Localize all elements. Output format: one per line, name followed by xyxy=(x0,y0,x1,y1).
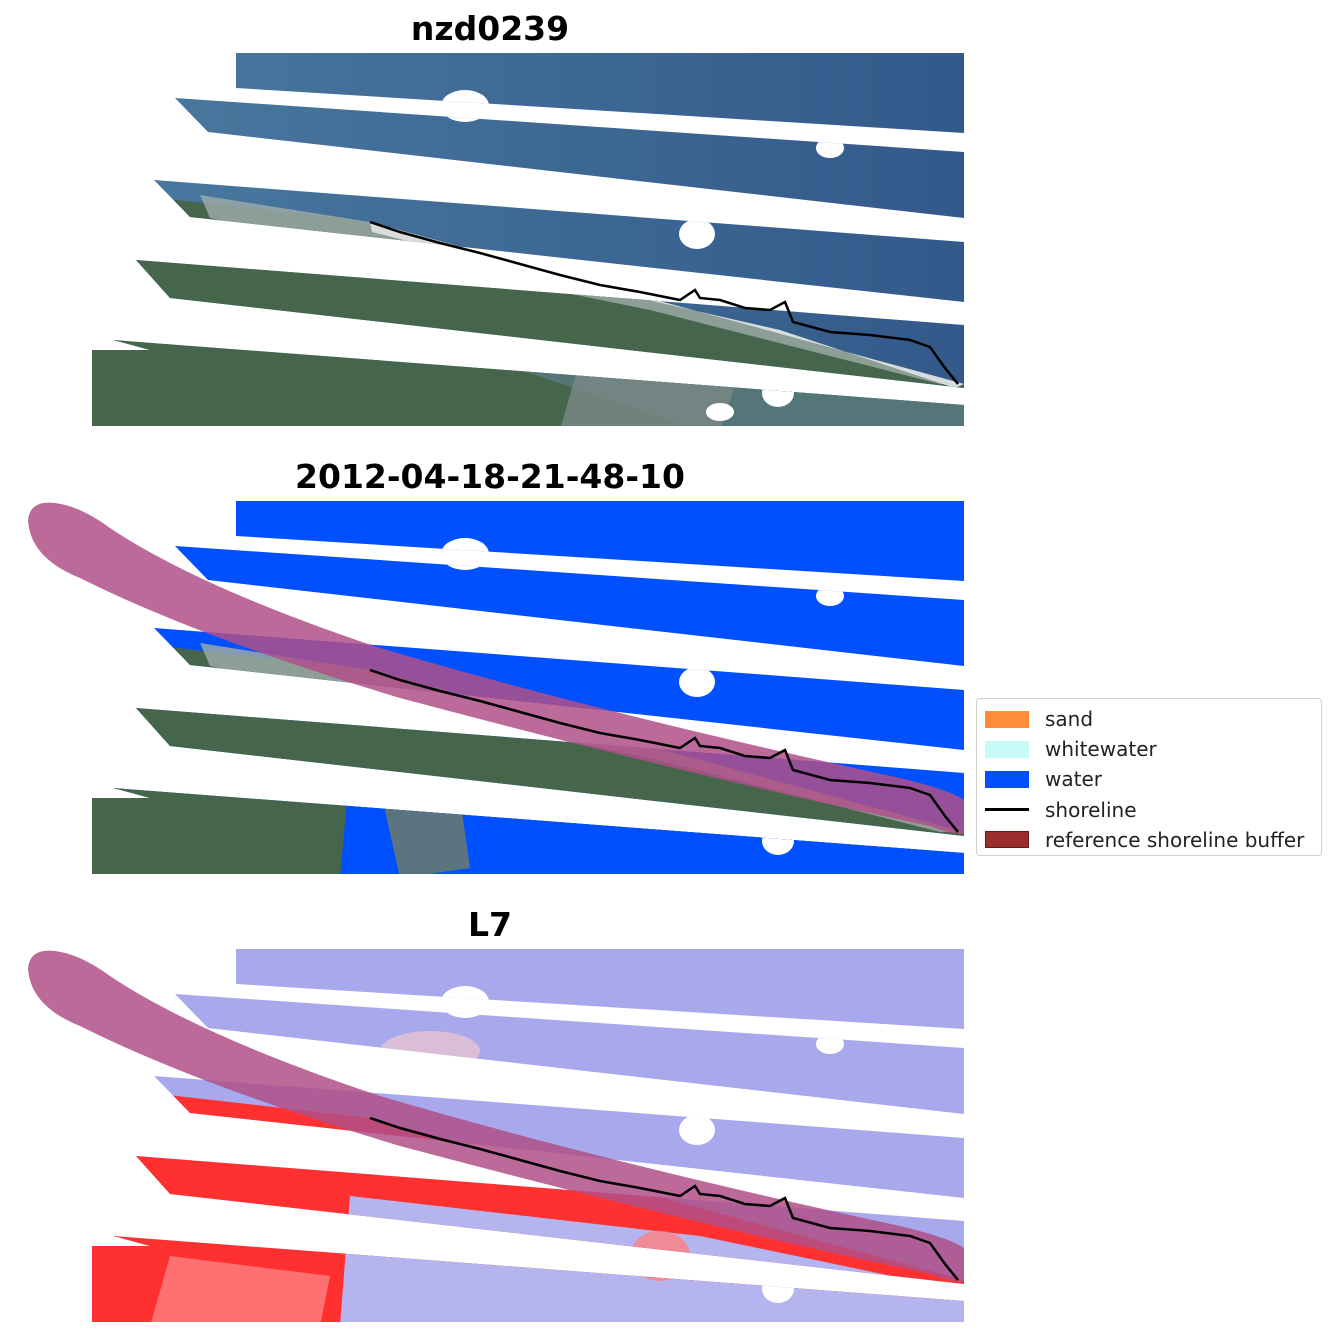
legend-label-water: water xyxy=(1045,767,1102,792)
shoreline-line xyxy=(369,220,959,385)
legend-label-sand: sand xyxy=(1045,707,1094,732)
legend-swatch-water xyxy=(985,770,1029,788)
legend-swatch-whitewater xyxy=(985,740,1029,758)
rgb-image-panel xyxy=(92,53,964,426)
legend-label-shoreline: shoreline xyxy=(1045,797,1137,822)
legend: sand whitewater water shoreline referenc… xyxy=(976,698,1322,856)
index-image-panel xyxy=(28,949,964,1322)
legend-item-whitewater: whitewater xyxy=(985,734,1313,764)
legend-item-buffer: reference shoreline buffer xyxy=(985,825,1313,855)
shoreline-line xyxy=(369,668,959,833)
panel-title-index: L7 xyxy=(468,905,512,944)
legend-label-whitewater: whitewater xyxy=(1045,737,1157,762)
legend-item-sand: sand xyxy=(985,704,1313,734)
panel-title-rgb: nzd0239 xyxy=(410,9,570,48)
legend-item-water: water xyxy=(985,764,1313,794)
legend-line-shoreline xyxy=(985,801,1029,818)
legend-swatch-sand xyxy=(985,710,1029,728)
legend-item-shoreline: shoreline xyxy=(985,795,1313,825)
classified-image-panel xyxy=(28,501,964,874)
shoreline-line xyxy=(369,1116,959,1281)
panel-title-classified: 2012-04-18-21-48-10 xyxy=(295,457,685,496)
legend-swatch-buffer xyxy=(985,831,1029,849)
legend-label-buffer: reference shoreline buffer xyxy=(1045,827,1305,852)
